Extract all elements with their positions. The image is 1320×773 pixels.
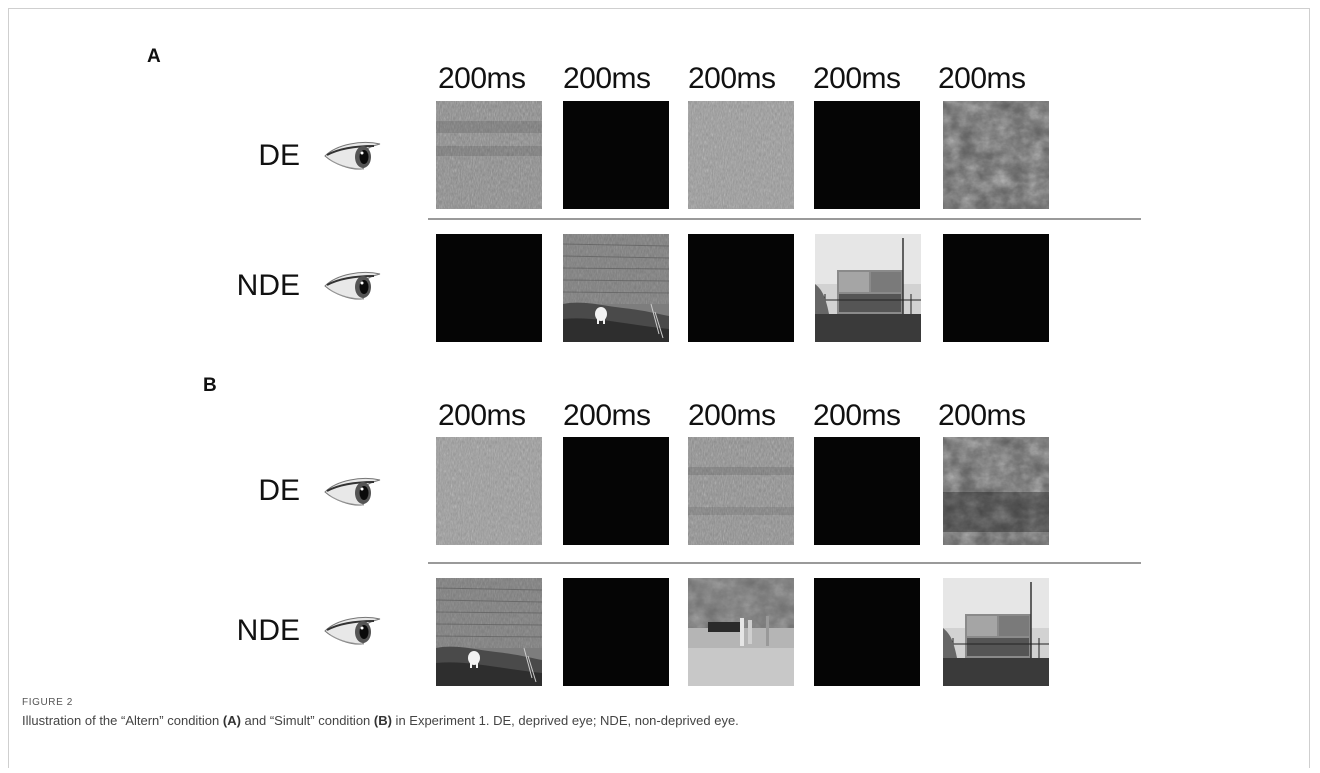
- blank-tile: [814, 437, 920, 545]
- blank-tile: [814, 101, 920, 209]
- row-label-nde: NDE: [236, 614, 300, 647]
- row-divider: [428, 218, 1141, 220]
- noise-mask-tile: [436, 437, 542, 545]
- timing-label: 200ms: [938, 399, 1026, 432]
- timing-label: 200ms: [813, 62, 901, 95]
- blank-tile: [436, 234, 542, 342]
- timing-label: 200ms: [438, 399, 526, 432]
- caption-text: and “Simult” condition: [240, 713, 374, 728]
- timing-label: 200ms: [688, 399, 776, 432]
- eye-icon: [322, 136, 384, 172]
- figure-frame: [8, 8, 1310, 768]
- noise-mask-tile: [688, 437, 794, 545]
- blank-tile: [688, 234, 794, 342]
- eye-icon: [322, 266, 384, 302]
- photo-field-tile: [688, 578, 794, 686]
- eye-icon: [322, 611, 384, 647]
- blank-tile: [563, 578, 669, 686]
- figure-caption: Illustration of the “Altern” condition (…: [22, 713, 739, 728]
- blank-tile: [814, 578, 920, 686]
- noise-mask-tile: [943, 101, 1049, 209]
- timing-label: 200ms: [438, 62, 526, 95]
- photo-lake-dog-tile: [563, 234, 669, 342]
- row-label-nde: NDE: [236, 269, 300, 302]
- timing-label: 200ms: [563, 62, 651, 95]
- panel-letter-b: B: [203, 375, 217, 396]
- blank-tile: [563, 437, 669, 545]
- timing-label: 200ms: [938, 62, 1026, 95]
- photo-lake-dog-tile: [436, 578, 542, 686]
- photo-building-tile: [815, 234, 921, 342]
- blank-tile: [563, 101, 669, 209]
- caption-ref-a: (A): [222, 713, 241, 728]
- noise-mask-tile: [943, 437, 1049, 545]
- blank-tile: [943, 234, 1049, 342]
- figure-label: FIGURE 2: [22, 697, 73, 708]
- eye-icon: [322, 472, 384, 508]
- noise-mask-tile: [436, 101, 542, 209]
- timing-label: 200ms: [688, 62, 776, 95]
- timing-label: 200ms: [563, 399, 651, 432]
- caption-text: in Experiment 1. DE, deprived eye; NDE, …: [391, 713, 739, 728]
- caption-text: Illustration of the “Altern” condition: [22, 713, 223, 728]
- caption-ref-b: (B): [373, 713, 392, 728]
- photo-building-tile: [943, 578, 1049, 686]
- panel-letter-a: A: [147, 46, 161, 67]
- timing-label: 200ms: [813, 399, 901, 432]
- row-label-de: DE: [258, 139, 300, 172]
- row-label-de: DE: [258, 474, 300, 507]
- row-divider: [428, 562, 1141, 564]
- noise-mask-tile: [688, 101, 794, 209]
